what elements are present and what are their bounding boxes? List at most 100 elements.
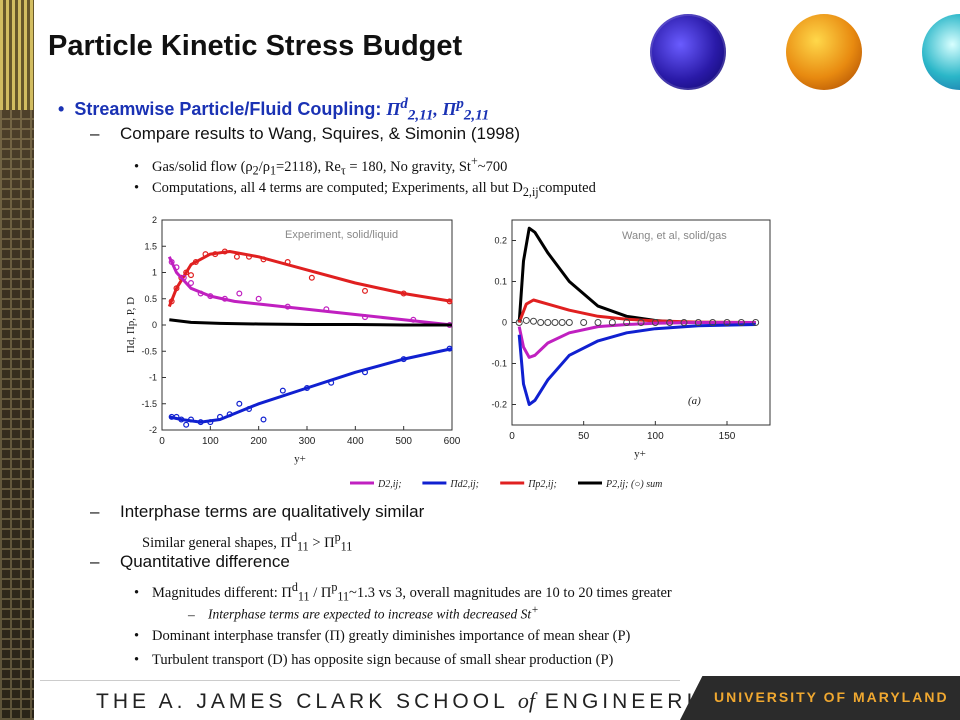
- left-ytick-label: -1.5: [141, 399, 157, 409]
- right-sum-marker: [594, 319, 602, 326]
- footer-divider: [40, 680, 680, 681]
- left-point-magenta: [284, 303, 291, 310]
- right-sum-marker: [680, 319, 688, 326]
- left-point-magenta: [173, 264, 180, 271]
- note-increase: – Interphase terms are expected to increa…: [188, 604, 539, 622]
- left-xtick-label: 300: [299, 436, 316, 447]
- circuit-grid-pattern: [0, 110, 34, 720]
- left-ytick-label: 2: [152, 215, 157, 225]
- slide-title: Particle Kinetic Stress Budget: [48, 30, 463, 62]
- right-xtick-label: 150: [719, 431, 736, 442]
- left-point-magenta: [180, 274, 187, 281]
- left-point-magenta: [255, 295, 262, 302]
- left-point-magenta: [323, 306, 330, 313]
- left-xtick-label: 600: [444, 436, 461, 447]
- left-point-red: [221, 248, 228, 255]
- left-point-magenta: [207, 293, 214, 300]
- left-xtick-label: 400: [347, 436, 364, 447]
- right-sum-marker: [608, 319, 616, 326]
- sub-interphase: – Interphase terms are qualitatively simi…: [90, 502, 425, 521]
- right-sum-marker: [580, 319, 588, 326]
- legend-label: D2,ij;: [377, 479, 402, 490]
- left-point-magenta: [168, 258, 175, 265]
- left-point-red: [187, 272, 194, 279]
- footer-school-name: THE A. JAMES CLARK SCHOOL of ENGINEERING: [96, 688, 736, 714]
- legend-label: Πd2,ij;: [449, 479, 479, 490]
- left-point-magenta: [236, 290, 243, 297]
- item-dominant-text: Dominant interphase transfer (Π) greatly…: [152, 628, 631, 644]
- comparison-plot: 0 100 200 300 400 500 600-2-1.5-1-0.500.511.52…: [125, 215, 771, 490]
- left-point-magenta: [187, 279, 194, 286]
- left-point-blue: [362, 369, 369, 376]
- right-sum-marker: [558, 319, 566, 326]
- plot-legend: D2,ij; Πd2,ij; Πp2,ij; P2,ij; (○) sum: [350, 479, 662, 490]
- left-point-red: [446, 298, 453, 305]
- left-point-blue: [446, 345, 453, 352]
- left-xtick-label: 100: [202, 436, 219, 447]
- left-point-red: [362, 287, 369, 294]
- legend-label: P2,ij; (○) sum: [605, 479, 662, 490]
- left-point-magenta: [410, 316, 417, 323]
- right-xtick-label: 50: [578, 431, 590, 442]
- left-point-blue: [400, 356, 407, 363]
- right-series-blue: [517, 323, 756, 406]
- left-point-red: [202, 251, 209, 258]
- right-series-magenta: [517, 321, 756, 359]
- left-ytick-label: 1: [152, 268, 157, 278]
- footer-school-a: THE A. JAMES CLARK SCHOOL: [96, 690, 518, 713]
- left-point-blue: [279, 387, 286, 394]
- right-ytick-label: -0.1: [491, 359, 507, 369]
- left-point-red: [168, 298, 175, 305]
- left-point-blue: [304, 385, 311, 392]
- left-xtick-label: 0: [159, 436, 165, 447]
- left-point-blue: [207, 419, 214, 426]
- sub-compare: – Compare results to Wang, Squires, & Sim…: [90, 124, 520, 143]
- right-sum-marker: [709, 319, 717, 326]
- decorative-circle-orange: [786, 14, 862, 90]
- left-point-red: [260, 256, 267, 263]
- right-plot-panel-label: (a): [688, 395, 701, 407]
- right-sum-marker: [723, 319, 731, 326]
- circuit-chip-image: [0, 0, 34, 110]
- sub-quantitative-text: Quantitative difference: [120, 552, 290, 571]
- right-xtick-label: 100: [647, 431, 664, 442]
- left-ytick-label: -1: [149, 373, 157, 383]
- decorative-circle-blue: [650, 14, 726, 90]
- item-dominant: • Dominant interphase transfer (Π) greatl…: [134, 628, 631, 644]
- left-plot-series: [167, 248, 453, 428]
- left-series-black: [169, 318, 452, 327]
- left-xtick-label: 200: [250, 436, 267, 447]
- item-turbulent-text: Turbulent transport (D) has opposite sig…: [152, 652, 614, 668]
- left-plot-ticks: 0 100 200 300 400 500 600 -2 -1.5 -1 -0.5 0 0.5 1 1.5 2: [141, 215, 460, 447]
- right-sum-marker: [623, 319, 631, 326]
- right-plot-series: [515, 226, 760, 406]
- bullet-coupling-math: Πd2,11, Πp2,11: [386, 96, 490, 124]
- left-point-red: [178, 274, 185, 281]
- sub-quantitative: – Quantitative difference: [90, 552, 290, 571]
- left-point-red: [308, 274, 315, 281]
- bullet-coupling: • Streamwise Particle/Fluid Coupling: Πd2…: [58, 96, 489, 125]
- item-magnitudes: • Magnitudes different: Πd11 / Πp11~1.3 v…: [134, 580, 672, 604]
- left-point-red: [400, 290, 407, 297]
- left-ytick-label: 0.5: [144, 294, 157, 304]
- right-xtick-label: 0: [509, 431, 515, 442]
- right-ytick-label: -0.2: [491, 400, 507, 410]
- left-point-blue: [173, 413, 180, 420]
- left-point-blue: [178, 416, 185, 423]
- right-sum-marker: [544, 319, 552, 326]
- bullet-dot: •: [58, 99, 65, 119]
- left-point-red: [173, 285, 180, 292]
- left-xtick-label: 500: [395, 436, 412, 447]
- item-computations: • Computations, all 4 terms are computed;…: [134, 180, 596, 199]
- left-point-blue: [197, 419, 204, 426]
- left-point-magenta: [362, 314, 369, 321]
- left-point-red: [183, 269, 190, 276]
- decorative-circle-cyan: [922, 14, 960, 90]
- left-point-magenta: [221, 295, 228, 302]
- right-ytick-label: 0: [502, 318, 507, 328]
- footer-university-name: UNIVERSITY OF MARYLAND: [714, 689, 949, 705]
- right-sum-marker: [651, 319, 659, 326]
- note-shapes: Similar general shapes, Πd11 > Πp11: [142, 530, 353, 554]
- right-sum-marker: [551, 319, 559, 326]
- right-plot-annotation: Wang, et al, solid/gas: [622, 230, 727, 242]
